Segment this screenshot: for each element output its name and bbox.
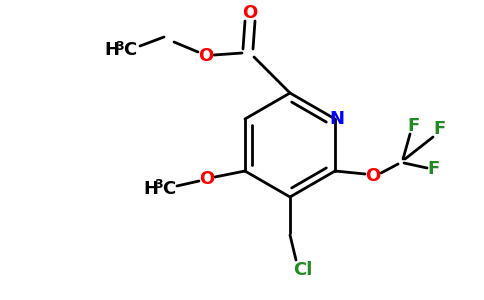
Text: O: O: [242, 4, 257, 22]
Text: F: F: [433, 120, 445, 138]
Text: F: F: [407, 117, 419, 135]
Text: N: N: [330, 110, 345, 128]
Text: H: H: [105, 41, 120, 59]
Text: 3: 3: [155, 178, 163, 191]
Text: Cl: Cl: [293, 261, 313, 279]
Text: O: O: [198, 47, 213, 65]
Text: F: F: [427, 160, 439, 178]
Text: H: H: [143, 180, 158, 198]
Text: 3: 3: [116, 40, 124, 52]
Text: O: O: [199, 170, 214, 188]
Text: C: C: [162, 180, 176, 198]
Text: O: O: [365, 167, 380, 185]
Text: C: C: [123, 41, 136, 59]
